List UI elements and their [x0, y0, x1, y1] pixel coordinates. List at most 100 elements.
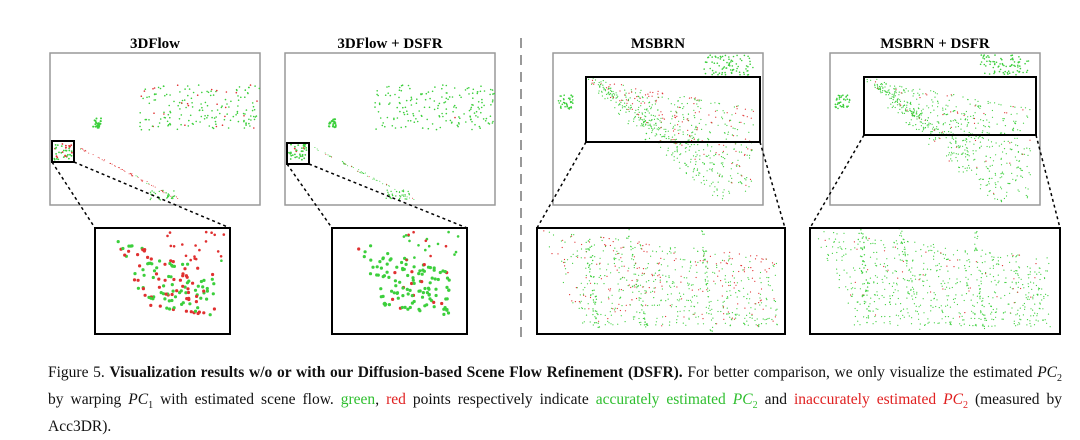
- point: [709, 157, 711, 159]
- point: [682, 133, 684, 135]
- point: [974, 158, 976, 160]
- point: [643, 118, 645, 120]
- point: [883, 296, 885, 298]
- point: [840, 247, 842, 249]
- point: [908, 315, 910, 317]
- point: [1026, 60, 1028, 62]
- point: [946, 299, 949, 301]
- point: [432, 305, 436, 309]
- point: [770, 307, 772, 309]
- point: [116, 240, 120, 244]
- point: [915, 310, 917, 312]
- point: [703, 183, 706, 185]
- point: [650, 114, 652, 116]
- point: [1026, 69, 1029, 72]
- point: [990, 141, 993, 143]
- point: [729, 324, 732, 326]
- point: [613, 262, 616, 265]
- point: [642, 124, 644, 126]
- point: [633, 118, 635, 120]
- point: [1003, 269, 1005, 271]
- point: [886, 91, 888, 93]
- point: [1035, 319, 1037, 321]
- point: [945, 305, 947, 307]
- point: [995, 154, 997, 156]
- point: [977, 235, 979, 237]
- math: PC: [943, 391, 963, 409]
- point: [911, 267, 913, 269]
- point: [301, 153, 304, 156]
- point: [709, 67, 711, 70]
- point: [724, 275, 727, 277]
- point: [601, 95, 604, 97]
- point: [258, 87, 261, 90]
- point: [700, 107, 702, 109]
- zoom-line: [73, 161, 231, 229]
- point: [127, 249, 131, 253]
- point: [682, 322, 684, 324]
- point: [687, 143, 689, 145]
- point: [598, 320, 600, 322]
- point: [1034, 312, 1036, 314]
- point: [640, 324, 642, 326]
- point: [630, 249, 632, 251]
- point: [300, 150, 303, 153]
- point: [876, 282, 879, 284]
- point: [833, 232, 835, 234]
- point: [938, 263, 940, 265]
- point: [647, 305, 649, 307]
- point: [728, 192, 731, 194]
- point: [747, 277, 749, 279]
- point: [901, 271, 904, 273]
- point: [988, 125, 990, 127]
- point: [981, 132, 983, 134]
- point: [737, 303, 739, 305]
- point: [909, 102, 911, 104]
- point: [715, 71, 717, 73]
- point: [173, 100, 175, 103]
- point: [981, 313, 984, 315]
- point: [955, 126, 957, 128]
- point: [854, 287, 856, 289]
- point: [723, 144, 725, 146]
- point: [389, 196, 391, 198]
- point: [966, 119, 969, 121]
- point: [990, 281, 993, 283]
- point: [362, 255, 366, 259]
- point: [695, 125, 697, 127]
- point: [225, 91, 228, 93]
- point: [653, 280, 655, 282]
- point: [412, 265, 416, 269]
- point: [726, 290, 728, 292]
- point: [856, 309, 858, 312]
- point: [759, 271, 762, 274]
- point: [675, 143, 677, 145]
- point: [913, 114, 916, 117]
- point: [672, 127, 674, 129]
- point: [612, 324, 614, 326]
- point: [703, 233, 705, 235]
- point: [600, 313, 602, 316]
- point: [564, 268, 567, 270]
- point: [169, 259, 173, 263]
- point: [752, 110, 755, 112]
- point: [719, 173, 721, 175]
- point: [694, 261, 697, 263]
- point: [998, 263, 1000, 266]
- point: [622, 246, 624, 248]
- point: [659, 246, 661, 248]
- point: [884, 266, 887, 268]
- point: [995, 186, 997, 188]
- point: [602, 84, 604, 86]
- point: [391, 125, 394, 127]
- point: [933, 292, 935, 294]
- point: [736, 135, 738, 137]
- point: [906, 308, 908, 310]
- point: [465, 121, 467, 123]
- point: [619, 109, 622, 111]
- point: [908, 269, 910, 272]
- point: [489, 93, 491, 96]
- point: [638, 111, 640, 113]
- point: [992, 276, 995, 278]
- point: [216, 103, 218, 105]
